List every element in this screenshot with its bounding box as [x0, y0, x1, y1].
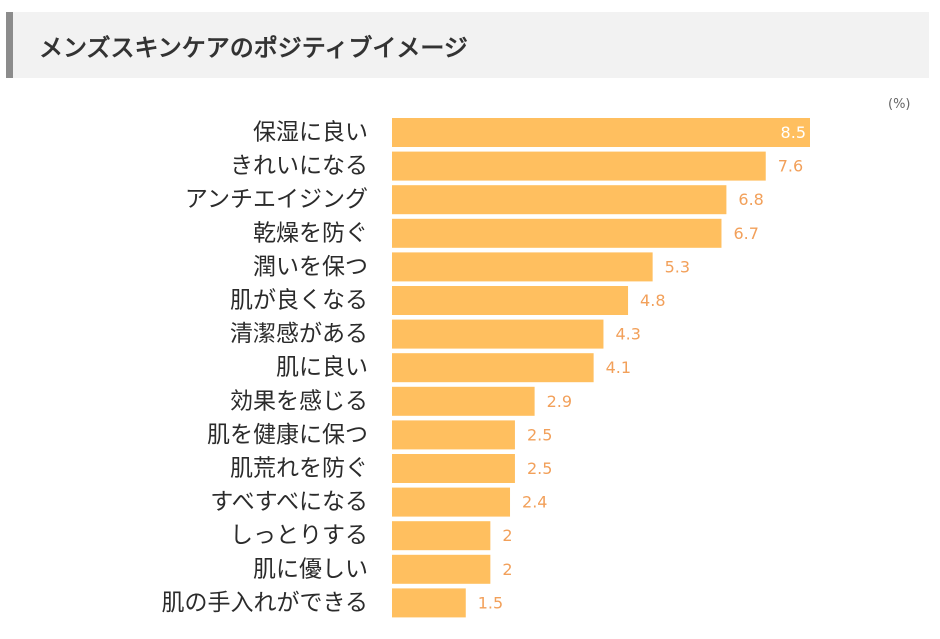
value-label: 5.3 — [665, 257, 690, 276]
value-label: 8.5 — [781, 123, 806, 142]
value-label: 1.5 — [478, 593, 503, 612]
value-label: 4.8 — [640, 291, 665, 310]
bar — [392, 151, 766, 181]
bar — [392, 487, 511, 517]
value-label: 2.5 — [527, 425, 552, 444]
category-label: 効果を感じる — [230, 388, 368, 414]
value-label: 2.5 — [527, 459, 552, 478]
bar — [392, 420, 515, 450]
category-label: 肌に優しい — [253, 556, 368, 582]
bar — [392, 319, 604, 349]
bar — [392, 521, 491, 551]
bar — [392, 353, 594, 383]
page-title: メンズスキンケアのポジティブイメージ — [39, 34, 468, 62]
category-label: 肌を健康に保つ — [207, 422, 368, 448]
category-label: 肌の手入れができる — [161, 590, 368, 616]
bar — [392, 118, 810, 147]
bar — [392, 252, 653, 282]
category-label: 肌に良い — [276, 355, 368, 381]
value-label: 7.6 — [778, 157, 803, 176]
value-label: 2 — [502, 526, 512, 545]
value-label: 2 — [502, 560, 512, 579]
bar — [392, 554, 491, 584]
bar — [392, 218, 722, 248]
value-label: 6.8 — [738, 190, 763, 209]
category-label: 肌荒れを防ぐ — [230, 456, 368, 482]
category-label: きれいになる — [230, 153, 368, 179]
header-box: メンズスキンケアのポジティブイメージ — [6, 12, 929, 78]
unit-label: (%) — [888, 97, 911, 112]
category-label: すべすべになる — [210, 489, 368, 515]
category-label: 乾燥を防ぐ — [253, 220, 368, 246]
bar — [392, 286, 629, 315]
value-label: 4.1 — [606, 358, 631, 377]
bar — [392, 454, 515, 483]
category-label: しっとりする — [230, 523, 368, 549]
value-label: 6.7 — [733, 224, 758, 243]
category-label: 肌が良くなる — [230, 288, 368, 314]
category-label: 保湿に良い — [253, 120, 368, 146]
category-label: 潤いを保つ — [253, 254, 368, 280]
bar — [392, 185, 727, 215]
category-label: 清潔感がある — [230, 321, 368, 347]
category-label: アンチエイジング — [185, 187, 368, 213]
value-label: 2.9 — [547, 392, 572, 411]
bar — [392, 588, 466, 618]
bar — [392, 386, 535, 416]
value-label: 2.4 — [522, 493, 547, 512]
value-label: 4.3 — [615, 325, 640, 344]
